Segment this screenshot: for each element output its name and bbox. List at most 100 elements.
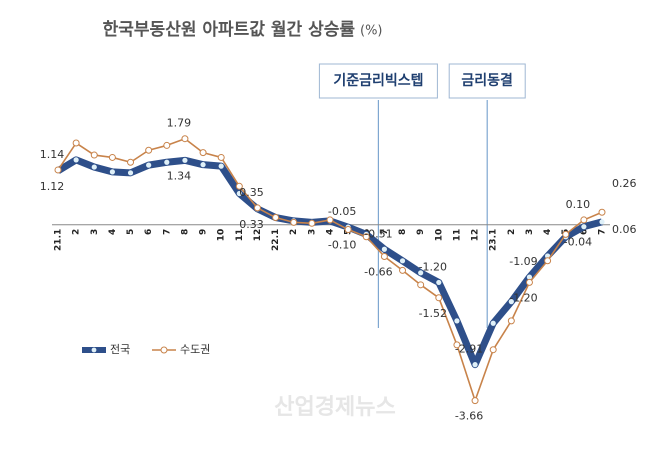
- point: [562, 230, 570, 238]
- data-label: -0.10: [328, 239, 356, 252]
- legend-label: 수도권: [180, 343, 210, 356]
- point: [146, 162, 152, 168]
- annotation-box: [448, 63, 526, 99]
- point: [399, 258, 406, 264]
- x-tick-label: 8: [180, 229, 190, 235]
- point: [525, 278, 533, 286]
- x-tick-label: 5: [126, 229, 136, 235]
- point: [399, 266, 407, 274]
- annotation-text: 금리동결: [461, 72, 513, 89]
- point: [163, 141, 171, 149]
- x-tick-label: 7: [380, 229, 390, 235]
- series-line: [57, 137, 603, 402]
- point: [308, 219, 316, 227]
- data-label: -1.09: [509, 255, 537, 268]
- x-tick-label: 22.1: [271, 229, 281, 251]
- point: [489, 346, 497, 354]
- x-tick-label: 9: [199, 229, 209, 235]
- point: [418, 270, 424, 276]
- point: [581, 224, 587, 230]
- x-tick-label: 9: [416, 229, 426, 235]
- legend-marker: [91, 347, 97, 353]
- x-tick-label: 3: [525, 229, 535, 235]
- point: [326, 216, 334, 224]
- x-tick-label: 11: [235, 229, 245, 242]
- point: [490, 320, 496, 326]
- data-label: 0.26: [612, 177, 637, 190]
- point: [545, 253, 551, 259]
- legend-label: 전국: [110, 343, 130, 356]
- data-label: -0.51: [364, 227, 392, 240]
- point: [145, 146, 153, 154]
- data-label: 0.10: [566, 198, 591, 211]
- point: [436, 279, 442, 286]
- point: [217, 153, 225, 161]
- x-tick-label: 7: [162, 229, 172, 235]
- point: [218, 163, 224, 169]
- x-tick-label: 11: [452, 229, 462, 242]
- point: [544, 257, 552, 265]
- point: [127, 170, 134, 176]
- x-tick-label: 10: [217, 229, 227, 242]
- x-tick-label: 12: [253, 229, 263, 242]
- point: [344, 226, 352, 234]
- point: [272, 214, 280, 222]
- point: [599, 219, 605, 225]
- watermark: 산업경제뉴스: [274, 395, 395, 420]
- point: [199, 149, 207, 157]
- data-label: 1.34: [167, 169, 192, 182]
- x-tick-label: 6: [579, 229, 589, 235]
- data-label: 0.33: [239, 218, 264, 231]
- point: [362, 233, 370, 241]
- data-label: 1.12: [40, 180, 65, 193]
- point: [507, 317, 515, 325]
- data-label: -2.91: [455, 343, 483, 356]
- point: [435, 294, 443, 302]
- annotation-text: 기준금리빅스텝: [333, 72, 423, 89]
- data-label: -1.20: [419, 260, 447, 273]
- x-tick-label: 2: [507, 229, 517, 235]
- point: [164, 159, 170, 165]
- point: [73, 157, 79, 163]
- annotation-box: [318, 63, 438, 99]
- x-tick-label: 12: [471, 229, 481, 242]
- x-tick-label: 6: [144, 229, 154, 235]
- x-tick-label: 4: [326, 229, 336, 235]
- point: [127, 158, 135, 166]
- x-tick-label: 2: [289, 229, 299, 235]
- point: [181, 135, 189, 143]
- x-tick-label: 4: [543, 229, 553, 235]
- x-tick-label: 10: [434, 229, 444, 242]
- legend-marker: [160, 346, 168, 354]
- point: [471, 397, 479, 405]
- point: [108, 153, 116, 161]
- data-label: -0.04: [564, 236, 592, 249]
- data-label: 1.79: [167, 117, 192, 130]
- point: [253, 204, 261, 212]
- point: [380, 252, 388, 260]
- data-label: -0.05: [328, 205, 356, 218]
- point: [417, 281, 425, 289]
- point: [453, 341, 461, 349]
- x-tick-label: 23.1: [489, 229, 499, 251]
- point: [182, 157, 188, 163]
- data-label: -1.52: [419, 307, 447, 320]
- data-label: 0.06: [612, 223, 637, 236]
- chart-title: 한국부동산원 아파트값 월간 상승률: [103, 20, 356, 40]
- point: [580, 216, 588, 224]
- x-tick-label: 7: [598, 229, 608, 235]
- point: [381, 246, 387, 252]
- point: [109, 169, 115, 175]
- point: [508, 299, 514, 305]
- x-tick-label: 3: [307, 229, 317, 235]
- point: [54, 166, 62, 174]
- point: [90, 151, 98, 159]
- point: [91, 164, 97, 170]
- x-tick-label: 4: [108, 229, 118, 235]
- data-label: 0.35: [239, 186, 264, 199]
- point: [526, 274, 533, 280]
- data-label: -1.20: [509, 291, 537, 304]
- data-label: -3.66: [455, 410, 483, 423]
- data-label: 1.14: [40, 148, 65, 161]
